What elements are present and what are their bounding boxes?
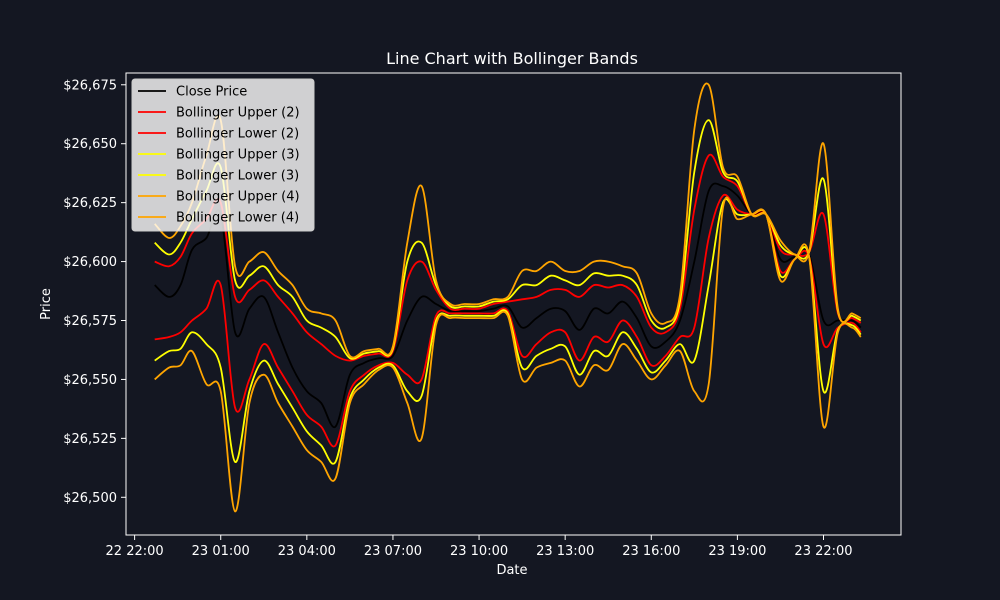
legend-label: Bollinger Lower (2) bbox=[176, 127, 299, 142]
legend-box bbox=[131, 78, 315, 232]
x-tick-label: 22 22:00 bbox=[106, 544, 164, 559]
y-axis: $26,500 $26,525 $26,550 $26,575 $26,600 $26,6… bbox=[63, 78, 126, 506]
y-tick-label: $26,525 bbox=[63, 432, 117, 447]
plot-area bbox=[125, 72, 902, 536]
x-tick-label: 23 01:00 bbox=[192, 544, 250, 559]
series-layer bbox=[154, 82, 862, 513]
legend-label: Bollinger Upper (3) bbox=[176, 148, 300, 163]
y-tick-label: $26,500 bbox=[63, 491, 117, 506]
x-tick-label: 23 04:00 bbox=[278, 544, 336, 559]
legend-label: Close Price bbox=[176, 85, 247, 100]
chart-title: Line Chart with Bollinger Bands bbox=[386, 49, 638, 68]
legend-label: Bollinger Upper (2) bbox=[176, 106, 300, 121]
x-tick-label: 23 16:00 bbox=[622, 544, 680, 559]
y-tick-label: $26,550 bbox=[63, 373, 117, 388]
series-line-close-price bbox=[154, 182, 862, 429]
x-axis: 22 22:00 23 01:00 23 04:00 23 07:00 23 10:00… bbox=[106, 535, 853, 559]
x-tick-label: 23 13:00 bbox=[536, 544, 594, 559]
x-tick-label: 23 10:00 bbox=[450, 544, 508, 559]
x-tick-label: 23 19:00 bbox=[708, 544, 766, 559]
legend-label: Bollinger Lower (4) bbox=[176, 211, 299, 226]
x-axis-label: Date bbox=[496, 563, 527, 578]
y-tick-label: $26,650 bbox=[63, 137, 117, 152]
series-line-bollinger-lower-4 bbox=[154, 196, 862, 513]
y-tick-label: $26,625 bbox=[63, 196, 117, 211]
x-tick-label: 23 22:00 bbox=[794, 544, 852, 559]
y-tick-label: $26,575 bbox=[63, 314, 117, 329]
x-tick-label: 23 07:00 bbox=[364, 544, 422, 559]
legend-label: Bollinger Upper (4) bbox=[176, 190, 300, 205]
legend-label: Bollinger Lower (3) bbox=[176, 169, 299, 184]
y-tick-label: $26,675 bbox=[63, 78, 117, 93]
y-axis-label: Price bbox=[39, 288, 54, 320]
legend: Close Price Bollinger Upper (2) Bollinger … bbox=[131, 78, 315, 232]
series-line-bollinger-lower-2 bbox=[154, 193, 862, 448]
y-tick-label: $26,600 bbox=[63, 255, 117, 270]
plot-frame bbox=[125, 72, 902, 536]
series-line-bollinger-lower-3 bbox=[154, 198, 862, 465]
